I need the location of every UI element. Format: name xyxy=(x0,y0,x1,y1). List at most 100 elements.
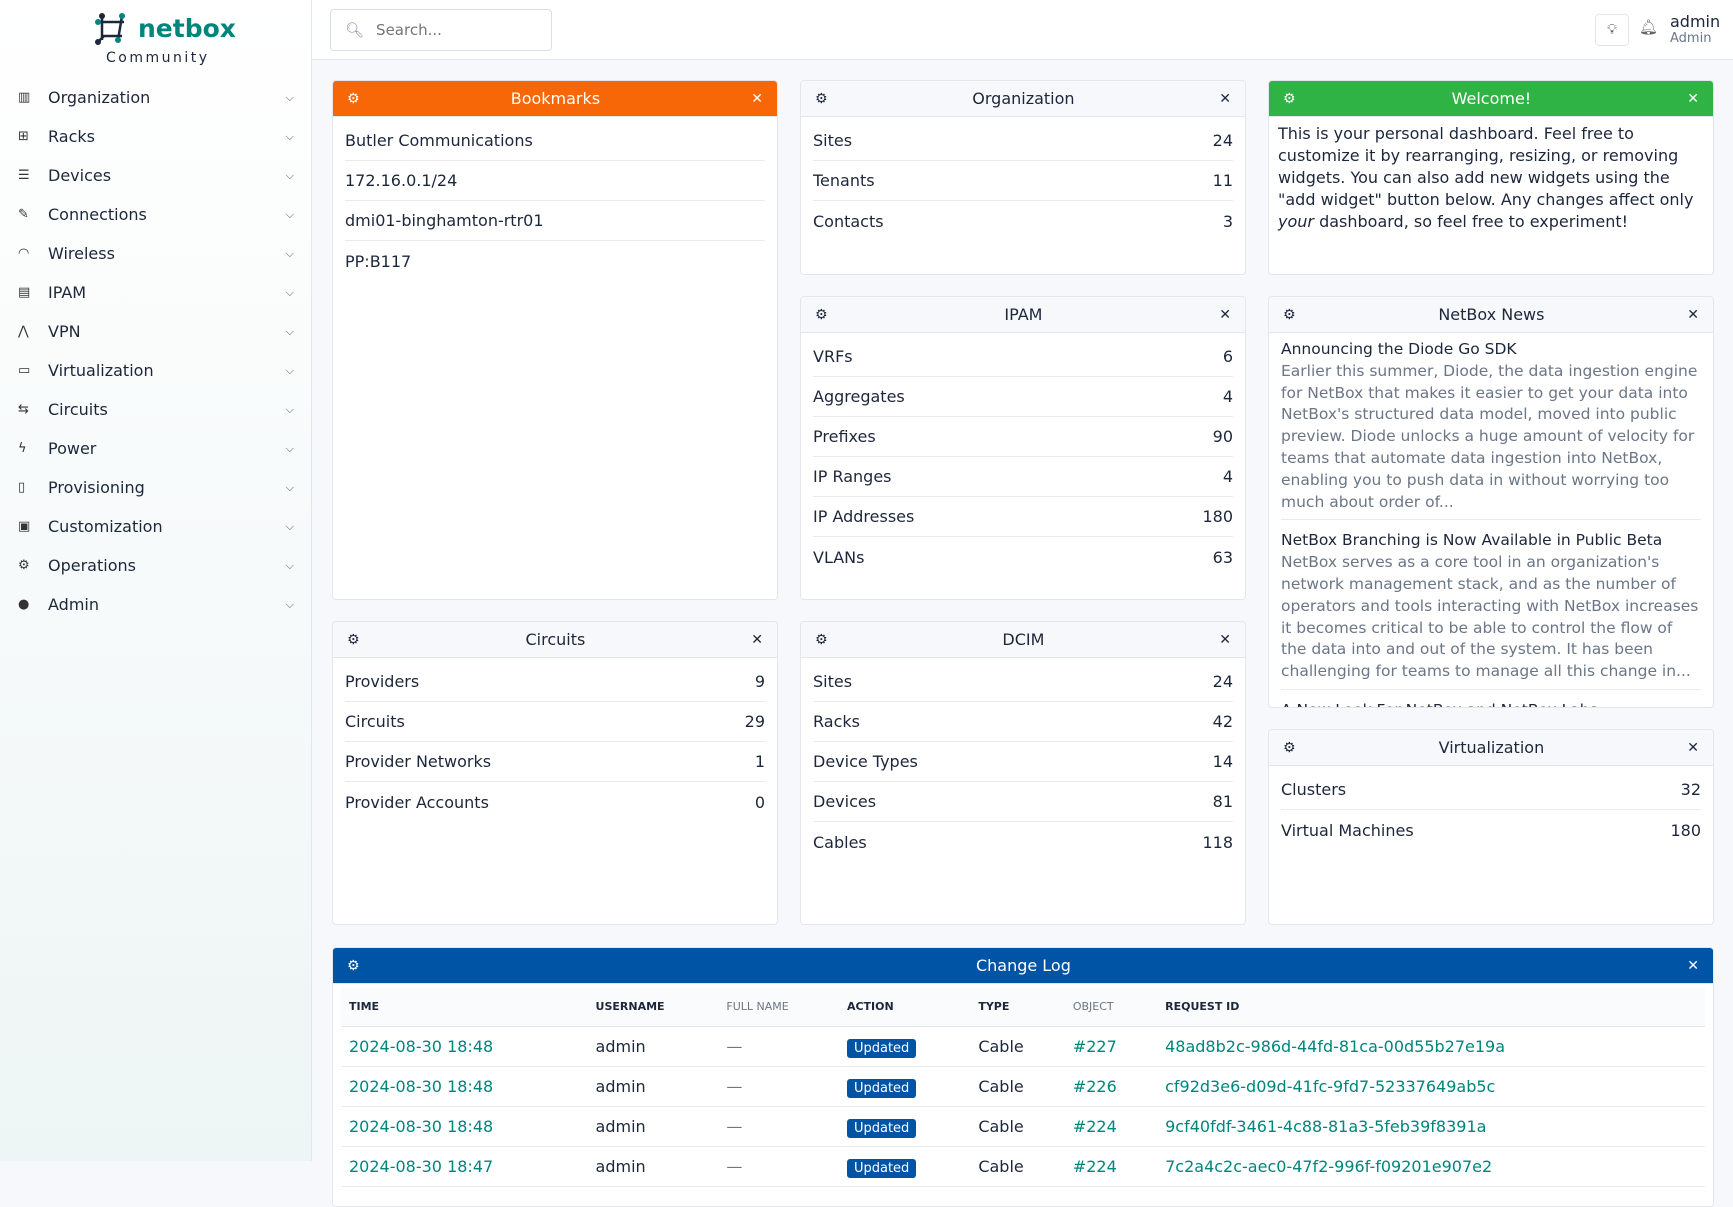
time-link[interactable]: 2024-08-30 18:48 xyxy=(349,1076,494,1096)
object-link[interactable]: #224 xyxy=(1072,1156,1117,1176)
netbox-logo[interactable]: netbox Community xyxy=(92,12,236,72)
request-id-link[interactable]: 9cf40fdf-3461-4c88-81a3-5feb39f8391a xyxy=(1165,1116,1487,1136)
search-box[interactable]: 🔍︎ xyxy=(330,9,552,51)
sidebar-item-connections[interactable]: ✎ Connections ⌵ xyxy=(0,195,312,234)
object-link[interactable]: #224 xyxy=(1072,1116,1117,1136)
close-icon[interactable]: ✕ xyxy=(1687,957,1699,974)
close-icon[interactable]: ✕ xyxy=(1687,306,1699,323)
bookmark-item[interactable]: Butler Communications xyxy=(345,121,765,161)
stat-label[interactable]: Racks xyxy=(813,712,860,731)
time-link[interactable]: 2024-08-30 18:48 xyxy=(349,1116,494,1136)
column-header[interactable]: TIME xyxy=(341,988,588,1027)
stat-row[interactable]: Prefixes 90 xyxy=(813,417,1233,457)
time-link[interactable]: 2024-08-30 18:47 xyxy=(349,1156,494,1176)
request-id-link[interactable]: cf92d3e6-d09d-41fc-9fd7-52337649ab5c xyxy=(1165,1076,1496,1096)
gear-icon[interactable]: ⚙ xyxy=(815,631,828,648)
column-header[interactable]: TYPE xyxy=(970,988,1065,1027)
user-menu[interactable]: admin Admin xyxy=(1670,12,1720,46)
stat-label[interactable]: Sites xyxy=(813,672,853,691)
widget-header[interactable]: ⚙ IPAM ✕ xyxy=(801,297,1245,333)
sidebar-item-ipam[interactable]: ▤ IPAM ⌵ xyxy=(0,273,312,312)
stat-label[interactable]: Providers xyxy=(345,672,420,691)
widget-header[interactable]: ⚙ NetBox News ✕ xyxy=(1269,297,1713,333)
column-header[interactable]: FULL NAME xyxy=(718,988,839,1027)
news-title[interactable]: NetBox Branching is Now Available in Pub… xyxy=(1281,531,1663,550)
column-header[interactable]: OBJECT xyxy=(1064,988,1158,1027)
notifications-bell-icon[interactable]: 🔔︎ xyxy=(1639,18,1659,36)
stat-label[interactable]: Circuits xyxy=(345,712,405,731)
column-header[interactable]: ACTION xyxy=(838,988,971,1027)
gear-icon[interactable]: ⚙ xyxy=(1283,90,1296,107)
stat-row[interactable]: Racks 42 xyxy=(813,702,1233,742)
stat-row[interactable]: Devices 81 xyxy=(813,782,1233,822)
stat-label[interactable]: IP Ranges xyxy=(813,467,892,486)
widget-header[interactable]: ⚙ Welcome! ✕ xyxy=(1269,81,1713,117)
gear-icon[interactable]: ⚙ xyxy=(347,957,360,974)
stat-label[interactable]: Virtual Machines xyxy=(1281,820,1414,840)
sidebar-item-organization[interactable]: ▥ Organization ⌵ xyxy=(0,78,312,117)
stat-label[interactable]: Provider Networks xyxy=(345,752,492,771)
stat-row[interactable]: Virtual Machines 180 xyxy=(1281,810,1701,850)
bookmark-link[interactable]: Butler Communications xyxy=(345,131,533,150)
request-id-link[interactable]: 7c2a4c2c-aec0-47f2-996f-f09201e907e2 xyxy=(1165,1156,1493,1176)
search-input[interactable] xyxy=(376,21,537,39)
stat-label[interactable]: Provider Accounts xyxy=(345,792,489,812)
stat-row[interactable]: Sites 24 xyxy=(813,662,1233,702)
stat-label[interactable]: Cables xyxy=(813,832,867,852)
sidebar-item-circuits[interactable]: ⇆ Circuits ⌵ xyxy=(0,390,312,429)
bookmark-item[interactable]: PP:B117 xyxy=(345,241,765,281)
close-icon[interactable]: ✕ xyxy=(1687,90,1699,107)
stat-label[interactable]: Contacts xyxy=(813,211,884,231)
theme-toggle-button[interactable]: 💡︎ xyxy=(1595,14,1629,46)
stat-row[interactable]: VRFs 6 xyxy=(813,337,1233,377)
sidebar-item-operations[interactable]: ⚙ Operations ⌵ xyxy=(0,546,312,585)
time-link[interactable]: 2024-08-30 18:48 xyxy=(349,1036,494,1056)
stat-row[interactable]: Providers 9 xyxy=(345,662,765,702)
sidebar-item-vpn[interactable]: ⋀ VPN ⌵ xyxy=(0,312,312,351)
sidebar-item-power[interactable]: ϟ Power ⌵ xyxy=(0,429,312,468)
stat-label[interactable]: IP Addresses xyxy=(813,507,915,526)
stat-row[interactable]: Contacts 3 xyxy=(813,201,1233,241)
bookmark-link[interactable]: PP:B117 xyxy=(345,251,412,271)
bookmark-item[interactable]: 172.16.0.1/24 xyxy=(345,161,765,201)
news-item[interactable]: A New Look For NetBox and NetBox Labs xyxy=(1281,700,1701,707)
stat-row[interactable]: IP Ranges 4 xyxy=(813,457,1233,497)
stat-row[interactable]: Sites 24 xyxy=(813,121,1233,161)
sidebar-item-provisioning[interactable]: ▯ Provisioning ⌵ xyxy=(0,468,312,507)
close-icon[interactable]: ✕ xyxy=(1219,306,1231,323)
stat-label[interactable]: Clusters xyxy=(1281,780,1347,799)
close-icon[interactable]: ✕ xyxy=(1219,631,1231,648)
gear-icon[interactable]: ⚙ xyxy=(1283,306,1296,323)
sidebar-item-wireless[interactable]: ◠ Wireless ⌵ xyxy=(0,234,312,273)
stat-row[interactable]: Provider Networks 1 xyxy=(345,742,765,782)
stat-row[interactable]: VLANs 63 xyxy=(813,537,1233,577)
widget-header[interactable]: ⚙ Organization ✕ xyxy=(801,81,1245,117)
stat-label[interactable]: Tenants xyxy=(813,171,875,190)
stat-row[interactable]: Device Types 14 xyxy=(813,742,1233,782)
bookmark-link[interactable]: 172.16.0.1/24 xyxy=(345,171,458,190)
widget-header[interactable]: ⚙ Change Log ✕ xyxy=(333,948,1713,984)
widget-header[interactable]: ⚙ Virtualization ✕ xyxy=(1269,730,1713,766)
sidebar-item-customization[interactable]: ▣ Customization ⌵ xyxy=(0,507,312,546)
sidebar-item-virtualization[interactable]: ▭ Virtualization ⌵ xyxy=(0,351,312,390)
widget-header[interactable]: ⚙ Bookmarks ✕ xyxy=(333,81,777,117)
stat-label[interactable]: Prefixes xyxy=(813,427,876,446)
bookmark-link[interactable]: dmi01-binghamton-rtr01 xyxy=(345,211,544,230)
stat-label[interactable]: Sites xyxy=(813,131,853,150)
gear-icon[interactable]: ⚙ xyxy=(1283,739,1296,756)
close-icon[interactable]: ✕ xyxy=(1219,90,1231,107)
sidebar-item-devices[interactable]: ☰ Devices ⌵ xyxy=(0,156,312,195)
news-item[interactable]: Announcing the Diode Go SDK Earlier this … xyxy=(1281,339,1701,521)
sidebar-item-racks[interactable]: ⊞ Racks ⌵ xyxy=(0,117,312,156)
stat-label[interactable]: Devices xyxy=(813,792,877,811)
object-link[interactable]: #227 xyxy=(1072,1036,1117,1056)
close-icon[interactable]: ✕ xyxy=(751,631,763,648)
request-id-link[interactable]: 48ad8b2c-986d-44fd-81ca-00d55b27e19a xyxy=(1165,1036,1506,1056)
gear-icon[interactable]: ⚙ xyxy=(815,90,828,107)
stat-label[interactable]: VLANs xyxy=(813,547,865,567)
stat-label[interactable]: Aggregates xyxy=(813,387,905,406)
column-header[interactable]: USERNAME xyxy=(587,988,719,1027)
stat-row[interactable]: Clusters 32 xyxy=(1281,770,1701,810)
news-item[interactable]: NetBox Branching is Now Available in Pub… xyxy=(1281,530,1701,690)
widget-header[interactable]: ⚙ Circuits ✕ xyxy=(333,622,777,658)
